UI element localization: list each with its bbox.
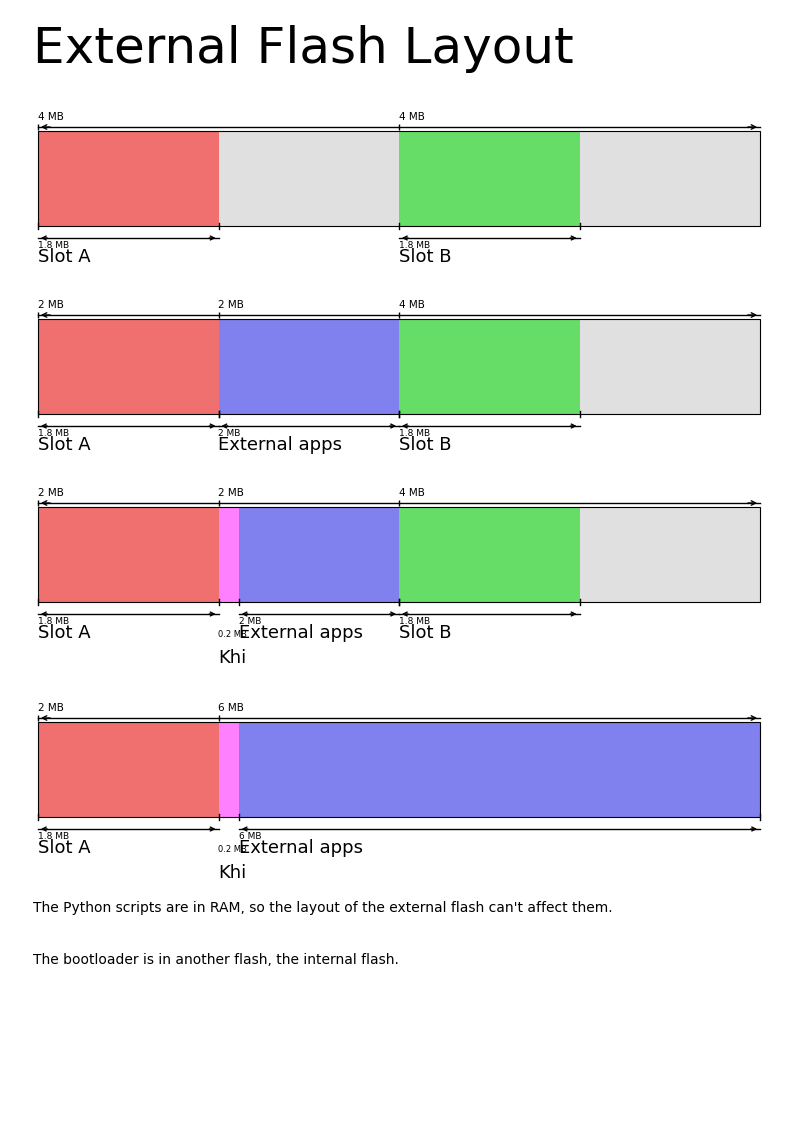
Text: 6 MB: 6 MB — [218, 703, 245, 713]
Bar — [218, 131, 399, 226]
Text: 1.8 MB: 1.8 MB — [399, 617, 430, 626]
Text: 4 MB: 4 MB — [399, 489, 425, 497]
Bar — [580, 506, 760, 602]
Text: External apps: External apps — [218, 436, 342, 454]
Text: External apps: External apps — [239, 839, 363, 857]
Text: 4 MB: 4 MB — [38, 112, 64, 122]
Text: 2 MB: 2 MB — [38, 489, 64, 497]
Text: Slot B: Slot B — [399, 248, 452, 266]
Bar — [218, 506, 239, 602]
Text: 1.8 MB: 1.8 MB — [38, 429, 69, 438]
Bar — [580, 319, 760, 414]
Text: Slot B: Slot B — [399, 624, 452, 642]
Text: 2 MB: 2 MB — [239, 617, 261, 626]
Bar — [580, 131, 760, 226]
Text: 4 MB: 4 MB — [399, 300, 425, 310]
Bar — [38, 722, 760, 818]
Bar — [239, 506, 399, 602]
Text: 1.8 MB: 1.8 MB — [399, 429, 430, 438]
Text: 2 MB: 2 MB — [218, 300, 245, 310]
Text: 2 MB: 2 MB — [218, 489, 245, 497]
Text: 2 MB: 2 MB — [38, 703, 64, 713]
Text: Slot A: Slot A — [38, 624, 91, 642]
Text: 2 MB: 2 MB — [38, 300, 64, 310]
Text: 1.8 MB: 1.8 MB — [38, 617, 69, 626]
Bar — [38, 319, 218, 414]
Text: External Flash Layout: External Flash Layout — [33, 25, 574, 73]
Bar — [399, 131, 580, 226]
Text: Slot A: Slot A — [38, 436, 91, 454]
Text: Khi: Khi — [218, 864, 247, 882]
Text: 4 MB: 4 MB — [399, 112, 425, 122]
Text: 1.8 MB: 1.8 MB — [38, 832, 69, 841]
Text: 0.2 MB: 0.2 MB — [218, 630, 248, 639]
Text: The bootloader is in another flash, the internal flash.: The bootloader is in another flash, the … — [33, 953, 399, 967]
Bar — [38, 131, 760, 226]
Bar — [399, 319, 580, 414]
Bar — [38, 722, 218, 818]
Text: 1.8 MB: 1.8 MB — [399, 241, 430, 250]
Text: Slot A: Slot A — [38, 248, 91, 266]
Text: Slot B: Slot B — [399, 436, 452, 454]
Text: External apps: External apps — [239, 624, 363, 642]
Bar — [38, 506, 760, 602]
Bar — [399, 506, 580, 602]
Bar — [38, 319, 760, 414]
Text: 1.8 MB: 1.8 MB — [38, 241, 69, 250]
Text: Slot A: Slot A — [38, 839, 91, 857]
Bar — [38, 131, 218, 226]
Bar — [218, 319, 399, 414]
Bar — [239, 722, 760, 818]
Bar — [38, 506, 218, 602]
Text: Khi: Khi — [218, 649, 247, 667]
Bar — [218, 722, 239, 818]
Text: The Python scripts are in RAM, so the layout of the external flash can't affect : The Python scripts are in RAM, so the la… — [33, 901, 613, 915]
Text: 6 MB: 6 MB — [239, 832, 261, 841]
Text: 2 MB: 2 MB — [218, 429, 241, 438]
Text: 0.2 MB: 0.2 MB — [218, 844, 248, 853]
